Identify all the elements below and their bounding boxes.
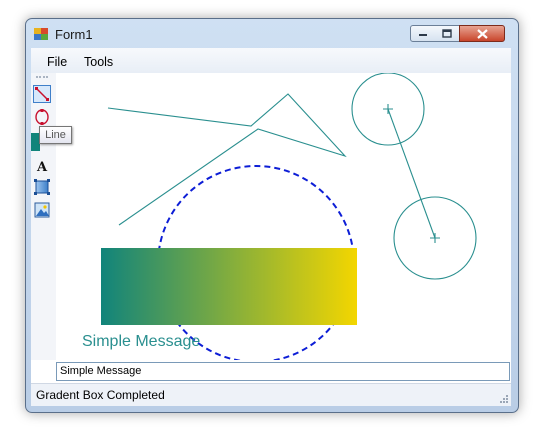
close-icon xyxy=(476,28,488,39)
circle-shape-1 xyxy=(351,73,425,146)
app-icon xyxy=(34,28,48,40)
svg-text:A: A xyxy=(36,160,48,175)
menu-bar: File Tools xyxy=(31,48,511,73)
line-tool-icon xyxy=(35,87,49,101)
gradient-box-tool-button[interactable] xyxy=(33,178,51,196)
canvas-message: Simple Message xyxy=(82,333,200,350)
gradient-box xyxy=(101,248,357,325)
ellipse-tool-button[interactable] xyxy=(33,108,51,126)
maximize-button[interactable] xyxy=(435,25,460,42)
minimize-button[interactable] xyxy=(410,25,436,42)
maximize-icon xyxy=(442,29,452,38)
line-tool-button[interactable] xyxy=(33,85,51,103)
toolstrip-grip[interactable] xyxy=(36,76,48,80)
menu-tools[interactable]: Tools xyxy=(84,55,114,69)
status-bar: Gradent Box Completed xyxy=(31,383,511,406)
status-text: Gradent Box Completed xyxy=(36,388,165,402)
title-bar[interactable]: Form1 xyxy=(26,19,518,47)
message-input[interactable]: Simple Message xyxy=(56,362,510,381)
center-marker-1 xyxy=(383,104,393,114)
line-tooltip: Line xyxy=(39,126,72,144)
close-button[interactable] xyxy=(459,25,505,42)
image-tool-button[interactable] xyxy=(33,201,51,219)
window-title: Form1 xyxy=(55,27,93,42)
circle-shape-2 xyxy=(393,196,477,280)
gradient-box-tool-icon xyxy=(34,179,50,195)
fill-tool-icon xyxy=(31,133,40,151)
resize-grip-icon[interactable] xyxy=(498,393,508,403)
fill-tool-button[interactable] xyxy=(31,133,40,151)
connector-line xyxy=(387,108,436,239)
text-tool-icon: A xyxy=(36,160,48,175)
text-tool-button[interactable]: A xyxy=(33,157,51,175)
menu-file[interactable]: File xyxy=(47,55,68,69)
center-marker-2 xyxy=(430,233,440,243)
minimize-icon xyxy=(419,33,427,36)
polyline-shape xyxy=(107,93,347,226)
drawing-canvas[interactable]: Simple Message xyxy=(56,73,511,360)
image-tool-icon xyxy=(34,202,50,218)
ellipse-tool-icon xyxy=(35,109,49,125)
